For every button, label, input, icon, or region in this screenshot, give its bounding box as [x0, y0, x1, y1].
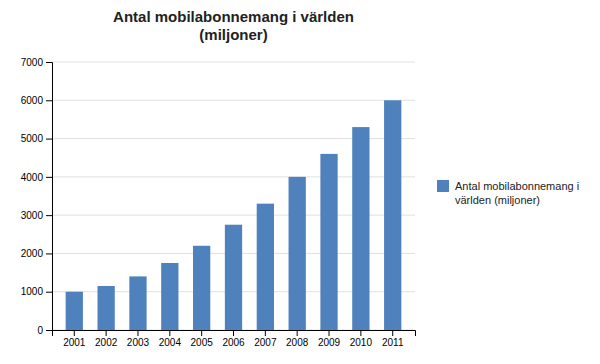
tick: 2003	[127, 330, 150, 348]
grid	[52, 62, 415, 330]
tick-label: 2000	[21, 248, 44, 259]
tick-mark	[106, 330, 107, 336]
tick: 6000	[21, 95, 52, 106]
x-axis: 2001 2002 2003 2004 2005 2006 2007 2008 2009 2010…	[53, 330, 416, 348]
tick-mark	[297, 330, 298, 336]
tick-label: 1000	[21, 286, 44, 297]
tick-label: 2008	[286, 337, 309, 348]
tick: 2007	[254, 330, 277, 348]
tick: 2004	[159, 330, 182, 348]
tick-mark	[137, 330, 138, 336]
tick: 2000	[21, 248, 52, 259]
tick-mark	[360, 330, 361, 336]
bar	[257, 204, 274, 330]
tick-mark	[46, 177, 52, 178]
title-line: Antal mobilabonnemang i världen	[113, 8, 354, 25]
tick: 3000	[21, 210, 52, 221]
legend-label-line: världen (miljoner)	[455, 194, 540, 206]
bar	[225, 225, 242, 330]
tick-label: 2005	[191, 337, 214, 348]
tick: 2002	[95, 330, 118, 348]
tick: 2005	[191, 330, 214, 348]
title-line: (miljoner)	[199, 26, 267, 43]
tick: 2008	[286, 330, 309, 348]
grid-line	[52, 100, 415, 101]
tick-label: 0	[37, 325, 43, 336]
bar	[352, 127, 369, 330]
tick-mark	[392, 330, 393, 336]
tick-label: 2007	[254, 337, 277, 348]
tick-label: 4000	[21, 172, 44, 183]
legend-label-line: Antal mobilabonnemang i	[455, 180, 579, 192]
tick: 5000	[21, 133, 52, 144]
tick-label: 2001	[63, 337, 86, 348]
legend-label: Antal mobilabonnemang i världen (miljoner…	[455, 180, 579, 206]
bar	[161, 263, 178, 330]
tick-mark	[329, 330, 330, 336]
bar	[193, 246, 210, 330]
tick-mark	[46, 330, 52, 331]
tick: 2006	[222, 330, 245, 348]
y-axis: 0 1000 2000 3000 4000 5000 6000 7000	[21, 57, 53, 336]
tick: 7000	[21, 57, 52, 68]
bar	[66, 292, 83, 330]
tick-label: 2004	[159, 337, 182, 348]
tick-label: 3000	[21, 210, 44, 221]
bar	[289, 177, 306, 330]
legend-swatch	[437, 180, 449, 192]
axis-line	[53, 331, 416, 337]
tick-mark	[46, 100, 52, 101]
tick: 2009	[318, 330, 341, 348]
tick-mark	[201, 330, 202, 336]
legend-item: Antal mobilabonnemang i världen (miljoner…	[437, 180, 579, 206]
tick-label: 2003	[127, 337, 150, 348]
tick: 1000	[21, 286, 52, 297]
grid-line	[52, 62, 415, 63]
bar	[129, 276, 146, 330]
chart: Antal mobilabonnemang i världen(miljoner…	[0, 0, 600, 364]
tick-label: 5000	[21, 133, 44, 144]
title: Antal mobilabonnemang i världen(miljoner…	[113, 8, 354, 43]
tick: 2010	[350, 330, 373, 348]
tick-mark	[46, 62, 52, 63]
tick-mark	[46, 292, 52, 293]
tick-mark	[46, 253, 52, 254]
tick-mark	[169, 330, 170, 336]
tick: 0	[37, 325, 52, 336]
tick-label: 2010	[350, 337, 373, 348]
tick: 2001	[63, 330, 86, 348]
tick-mark	[265, 330, 266, 336]
tick: 4000	[21, 172, 52, 183]
tick-label: 2006	[222, 337, 245, 348]
tick-label: 6000	[21, 95, 44, 106]
tick-label: 7000	[21, 57, 44, 68]
bar	[97, 286, 114, 330]
tick-label: 2002	[95, 337, 118, 348]
tick-mark	[46, 215, 52, 216]
plot: 2001 2002 2003 2004 2005 2006 2007 2008 2009 2010…	[21, 57, 416, 348]
bar	[320, 154, 337, 330]
bar	[384, 100, 401, 330]
bars	[66, 100, 402, 330]
axis-line	[46, 63, 53, 331]
tick: 2011	[382, 330, 404, 348]
tick-mark	[46, 139, 52, 140]
tick-mark	[233, 330, 234, 336]
legend: Antal mobilabonnemang i världen (miljoner…	[437, 180, 579, 206]
tick-mark	[74, 330, 75, 336]
tick-label: 2009	[318, 337, 341, 348]
tick-label: 2011	[382, 337, 404, 348]
